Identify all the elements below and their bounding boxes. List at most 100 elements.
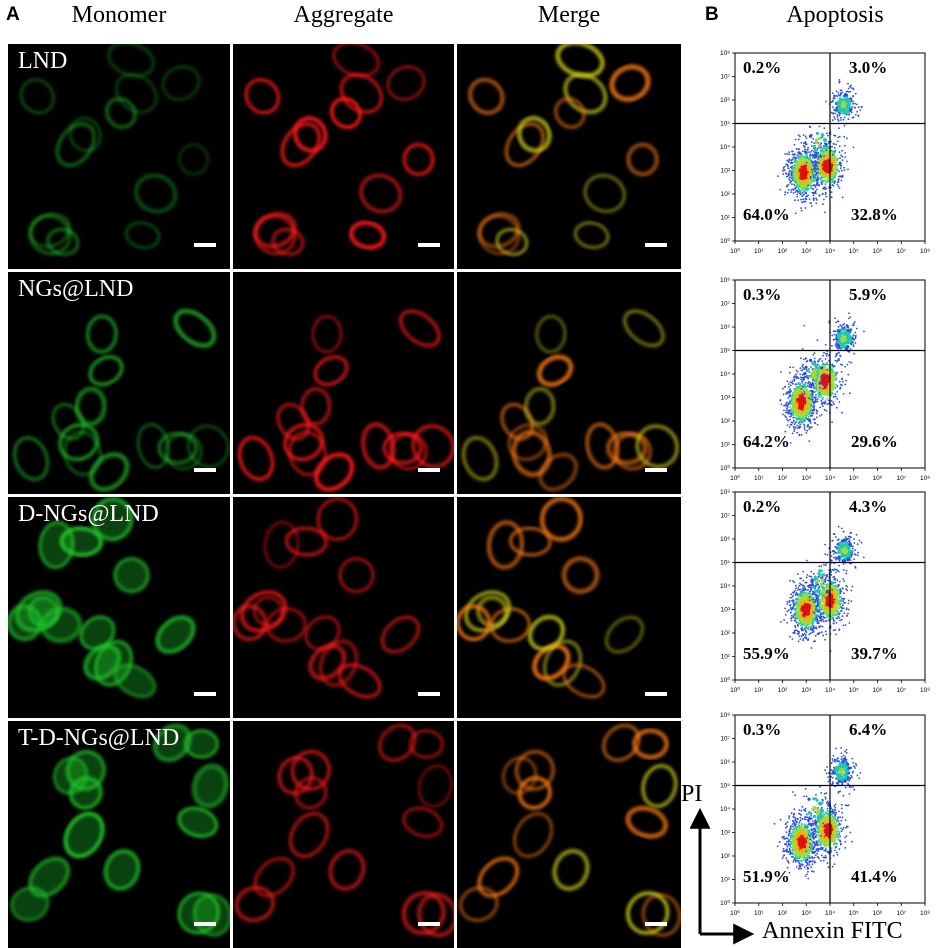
event-dot <box>792 416 794 419</box>
event-dot <box>806 612 809 614</box>
y-tick-label: 10⁰ <box>720 237 730 245</box>
event-dot <box>839 386 842 389</box>
event-dot <box>820 399 823 402</box>
event-dot <box>787 183 790 186</box>
event-dot <box>822 611 825 614</box>
event-dot <box>830 111 833 114</box>
x-tick-label: 10³ <box>802 248 812 255</box>
cell <box>68 116 103 153</box>
event-dot <box>795 621 798 624</box>
column-header-apoptosis: Apoptosis <box>786 2 884 28</box>
event-dot <box>800 376 802 379</box>
event-dot <box>853 558 855 561</box>
event-dot <box>819 582 824 587</box>
event-dot <box>818 368 822 373</box>
event-dot <box>794 589 797 592</box>
cell <box>509 526 552 557</box>
micrograph-monomer-row-4: T-D-NGs@LND <box>8 721 230 948</box>
event-dot <box>813 856 816 859</box>
event-dot <box>802 629 805 632</box>
event-dot <box>831 106 834 108</box>
event-dot <box>845 539 848 542</box>
event-dot <box>808 125 811 128</box>
event-dot <box>849 536 852 539</box>
event-dot <box>788 169 791 172</box>
event-dot <box>786 411 788 414</box>
event-dot <box>837 185 840 188</box>
event-dot <box>848 622 851 624</box>
event-dot <box>811 153 814 156</box>
event-dot <box>823 127 826 129</box>
event-dot <box>818 358 821 361</box>
event-dot <box>831 334 834 337</box>
event-dot <box>826 583 828 585</box>
event-dot <box>813 404 816 407</box>
event-dot <box>803 146 805 148</box>
event-dot <box>819 601 822 604</box>
event-dot <box>840 590 843 593</box>
micrograph-aggregate-row-4 <box>233 721 454 948</box>
cell <box>177 143 210 176</box>
event-dot <box>837 538 840 541</box>
event-dot <box>802 176 807 180</box>
y-tick-label: 10⁶ <box>720 324 730 331</box>
event-dot <box>823 211 826 214</box>
event-dot <box>802 363 805 366</box>
event-dot <box>833 595 837 600</box>
event-dot <box>795 584 797 587</box>
event-dot <box>803 372 807 376</box>
event-dot <box>832 616 835 619</box>
cell <box>83 643 122 681</box>
event-dot <box>797 382 799 385</box>
event-dot <box>821 398 824 400</box>
event-dot <box>823 409 826 411</box>
cell <box>311 314 343 354</box>
event-dot <box>800 207 802 210</box>
cell <box>177 806 219 839</box>
cell <box>164 432 203 470</box>
event-dot <box>814 589 818 593</box>
event-dot <box>797 412 801 416</box>
event-dot <box>838 607 841 610</box>
cell <box>68 776 103 810</box>
event-dot <box>826 173 830 177</box>
event-dot <box>835 341 838 343</box>
event-dot <box>805 416 807 419</box>
event-dot <box>815 138 819 142</box>
cell <box>55 122 97 168</box>
event-dot <box>827 145 830 148</box>
event-dot <box>847 540 850 543</box>
event-dot <box>835 633 837 636</box>
event-dot <box>841 604 844 607</box>
event-dot <box>840 179 843 182</box>
event-dot <box>844 624 847 626</box>
cell <box>152 723 192 763</box>
event-dot <box>822 151 825 153</box>
event-dot <box>804 600 808 604</box>
event-dot <box>784 191 787 194</box>
event-dot <box>782 393 785 396</box>
event-dot <box>798 588 801 591</box>
cell <box>85 314 118 354</box>
event-dot <box>779 188 782 191</box>
event-dot <box>846 160 848 163</box>
event-dot <box>795 148 798 150</box>
event-dot <box>780 621 782 623</box>
event-dot <box>791 828 794 831</box>
event-dot <box>824 142 828 147</box>
event-dot <box>794 212 797 215</box>
event-dot <box>823 198 825 201</box>
event-dot <box>837 328 839 331</box>
event-dot <box>801 169 805 174</box>
event-dot <box>801 805 804 808</box>
event-dot <box>848 312 850 315</box>
event-dot <box>849 316 852 318</box>
event-dot <box>825 100 827 103</box>
event-dot <box>839 592 842 595</box>
event-dot <box>831 370 834 372</box>
event-dot <box>800 597 804 601</box>
y-tick-label: 10⁰ <box>720 676 730 684</box>
event-dot <box>803 188 805 190</box>
cell <box>632 728 669 760</box>
event-dot <box>836 157 839 160</box>
